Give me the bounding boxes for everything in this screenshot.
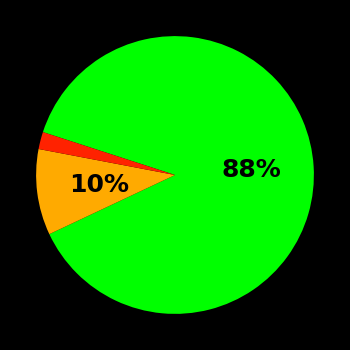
Text: 10%: 10% (69, 173, 129, 197)
Text: 88%: 88% (221, 158, 281, 182)
Wedge shape (36, 149, 175, 234)
Wedge shape (38, 132, 175, 175)
Wedge shape (43, 36, 314, 314)
